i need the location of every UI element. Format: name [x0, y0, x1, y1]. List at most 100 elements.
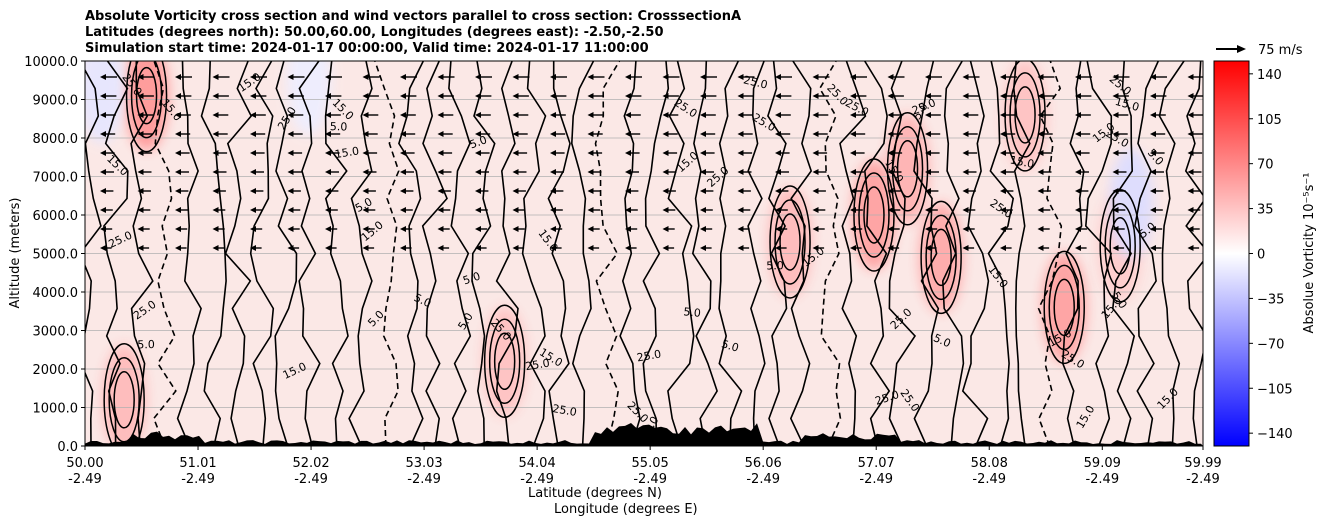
wind-vector-head	[100, 93, 106, 99]
wind-vector-head	[287, 226, 294, 232]
wind-vector-head	[250, 245, 256, 251]
wind-vector-head	[962, 188, 969, 194]
wind-vector-head	[887, 93, 894, 99]
wind-vector-head	[700, 131, 706, 137]
wind-vector-head	[587, 169, 594, 175]
wind-vector-head	[1112, 112, 1119, 118]
wind-vector-head	[175, 150, 181, 156]
wind-vector-head	[625, 150, 631, 156]
wind-vector-head	[625, 112, 631, 118]
wind-vector-head	[962, 74, 969, 80]
wind-vector-head	[1187, 188, 1194, 194]
wind-vector-head	[175, 93, 181, 99]
contour-line	[324, 61, 349, 446]
wind-vector-head	[1187, 207, 1194, 213]
y-tick-label: 6000.0	[33, 209, 79, 224]
wind-vector-head	[662, 188, 669, 194]
x-tick-label-lat: 56.06	[745, 456, 782, 471]
contour-line	[789, 61, 813, 446]
contour-line	[103, 61, 129, 446]
x-tick-label-lon: -2.49	[1186, 472, 1220, 487]
wind-vector-head	[850, 150, 856, 156]
wind-vector-head	[1037, 112, 1044, 118]
colorbar-tick-label: 35	[1257, 203, 1274, 218]
wind-vector-head	[1075, 74, 1081, 80]
wind-vector-head	[1075, 207, 1081, 213]
wind-vector-head	[137, 93, 144, 99]
wind-vector-head	[512, 150, 519, 156]
wind-vector-head	[437, 188, 444, 194]
colorbar-label: Absolue Vorticity 10⁻⁵s⁻¹	[1302, 173, 1317, 334]
wind-vector-head	[212, 245, 219, 251]
wind-vector-head	[1112, 93, 1119, 99]
wind-vector-head	[137, 226, 144, 232]
contour-line	[471, 61, 496, 446]
wind-vector-head	[362, 188, 369, 194]
wind-vector-head	[962, 131, 969, 137]
contour-ring	[769, 185, 811, 299]
wind-vector-head	[550, 131, 556, 137]
contour-line	[521, 61, 547, 446]
wind-vector-head	[212, 188, 219, 194]
wind-vector-head	[137, 74, 144, 80]
contour-label: 25.0	[742, 73, 769, 91]
y-tick-label: 8000.0	[33, 132, 79, 147]
x-tick-label-lon: -2.49	[294, 472, 328, 487]
contour-label: 15.0	[334, 144, 360, 161]
contour-ring	[920, 200, 962, 315]
wind-vector-head	[850, 112, 856, 118]
contour-label: 15.0	[1114, 95, 1141, 114]
wind-vector-head	[587, 188, 594, 194]
wind-vector-head	[775, 150, 781, 156]
wind-vector-head	[362, 131, 369, 137]
wind-vector-head	[400, 207, 406, 213]
wind-vector-head	[812, 207, 819, 213]
wind-vector-head	[287, 245, 294, 251]
contour-ring	[1053, 278, 1075, 337]
wind-vector-head	[962, 112, 969, 118]
wind-vector-head	[700, 245, 706, 251]
wind-vector-head	[325, 226, 331, 232]
y-tick-label: 1000.0	[33, 402, 79, 417]
wind-vector-head	[587, 131, 594, 137]
contour-line	[888, 61, 917, 446]
contour-ring	[1104, 203, 1136, 289]
wind-vector-head	[625, 169, 631, 175]
wind-vector-head	[1037, 188, 1044, 194]
wind-vector-head	[812, 74, 819, 80]
wind-vector-head	[812, 93, 819, 99]
contour-line	[398, 61, 425, 446]
wind-vector-head	[100, 74, 106, 80]
wind-vector-head	[550, 150, 556, 156]
contour-ring	[930, 228, 952, 287]
contour-ring	[853, 158, 895, 272]
wind-vector-head	[137, 169, 144, 175]
y-tick-label: 5000.0	[33, 248, 79, 263]
wind-vector-head	[137, 207, 144, 213]
contour-label: 5.0	[137, 338, 155, 351]
wind-vector-head	[175, 188, 181, 194]
contour-line	[1111, 61, 1136, 446]
wind-vector-head	[1075, 245, 1081, 251]
wind-vector-head	[362, 150, 369, 156]
wind-vector-head	[662, 74, 669, 80]
x-tick-label-lon: -2.49	[520, 472, 554, 487]
wind-vector-head	[1150, 112, 1156, 118]
colorbar-tick-label: −105	[1257, 382, 1293, 397]
wind-vector-head	[1187, 169, 1194, 175]
wind-vector-head	[550, 207, 556, 213]
contour-line	[642, 61, 670, 446]
wind-vector-head	[962, 226, 969, 232]
wind-vector-head	[1187, 150, 1194, 156]
wind-vector-head	[700, 112, 706, 118]
wind-vector-head	[1112, 169, 1119, 175]
wind-vector-head	[475, 169, 481, 175]
contour-ring	[130, 61, 163, 139]
wind-vector-head	[1150, 93, 1156, 99]
wind-vector-head	[775, 188, 781, 194]
wind-vector-head	[100, 188, 106, 194]
wind-vector-head	[625, 131, 631, 137]
contour-ring	[863, 186, 885, 244]
wind-vector-head	[1037, 74, 1044, 80]
wind-vector-head	[587, 207, 594, 213]
